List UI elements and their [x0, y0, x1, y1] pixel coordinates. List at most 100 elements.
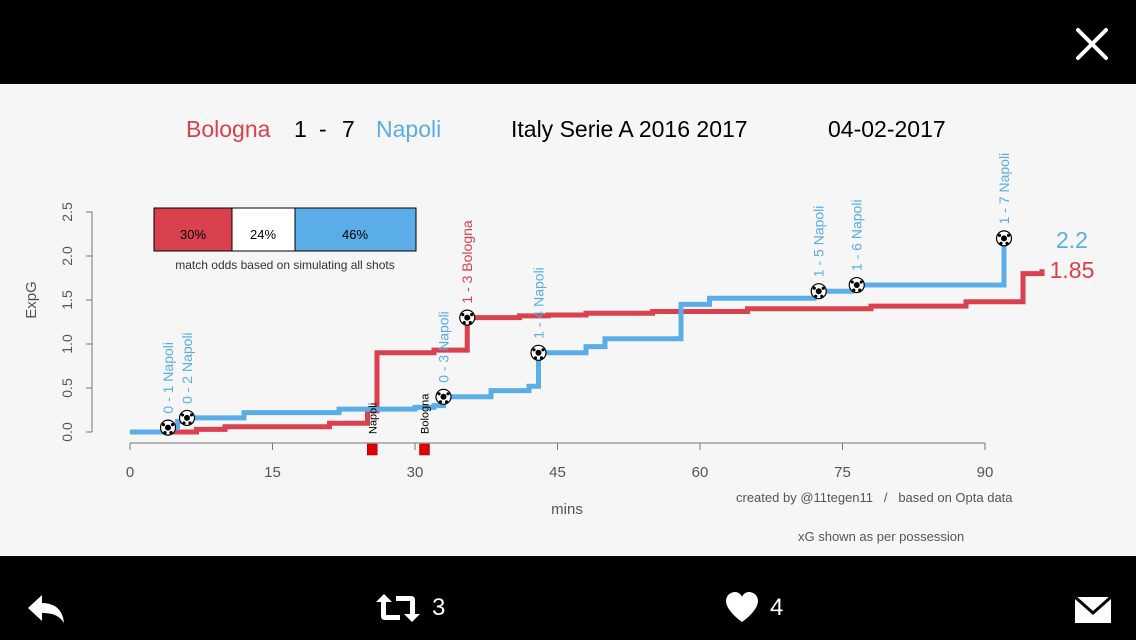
ball-patch — [180, 413, 185, 417]
ball-patch — [853, 282, 860, 289]
retweet-count: 3 — [432, 594, 446, 621]
image-viewer: Bologna 1 - 7 Napoli Italy Serie A 2016 … — [0, 84, 1136, 556]
ball-patch — [188, 421, 192, 425]
y-tick-label: 2.0 — [59, 246, 75, 266]
ball-patch — [997, 233, 1002, 237]
goal-ball-icon — [178, 409, 196, 427]
series-line-bologna — [130, 269, 1045, 435]
title-score-dash: - — [319, 116, 327, 142]
red-card-label: Napoli — [367, 403, 379, 434]
final-xg-napoli: 2.2 — [1056, 227, 1088, 253]
close-button[interactable] — [1068, 20, 1116, 68]
ball-patch — [182, 421, 186, 425]
odds-draw-value: 24% — [250, 227, 276, 242]
goal-label: 1 - 5 Napoli — [811, 206, 827, 278]
ball-patch — [533, 356, 538, 360]
ball-patch — [850, 280, 854, 284]
goal-label: 0 - 1 Napoli — [160, 342, 176, 414]
reply-icon — [28, 595, 64, 623]
ball-patch — [464, 314, 471, 321]
title-date: 04-02-2017 — [828, 116, 946, 142]
direct-message-button[interactable] — [1074, 588, 1112, 628]
retweet-icon — [376, 594, 420, 622]
ball-patch — [820, 294, 824, 298]
ball-patch — [535, 349, 542, 356]
goal-label: 1 - 4 Napoli — [531, 267, 547, 339]
goal-ball-icon — [459, 309, 476, 326]
ball-patch — [184, 414, 190, 421]
red-card-icon — [367, 443, 378, 456]
y-tick-label: 0.5 — [59, 378, 75, 398]
goal-label: 0 - 2 Napoli — [179, 332, 195, 404]
x-tick-label: 60 — [692, 464, 709, 481]
ball-patch — [814, 294, 818, 298]
x-axis-label: mins — [551, 501, 583, 518]
xg-timeline-chart: Bologna 1 - 7 Napoli Italy Serie A 2016 … — [23, 116, 1095, 544]
title-score-away: 7 — [342, 116, 355, 142]
match-odds-bar: 30% 24% 46% match odds based on simulati… — [153, 207, 417, 272]
envelope-icon — [1074, 595, 1112, 623]
title-competition: Italy Serie A 2016 2017 — [511, 116, 748, 142]
like-button[interactable]: 4 — [724, 588, 783, 628]
red-card-markers: Napoli Bologna — [367, 393, 432, 456]
reply-button[interactable] — [26, 588, 66, 628]
ball-patch — [461, 313, 465, 317]
credit-text: created by @11tegen11 / based on Opta da… — [736, 490, 1013, 505]
like-count: 4 — [770, 594, 784, 621]
ball-patch — [163, 431, 167, 435]
odds-draw-segment — [231, 207, 296, 252]
final-xg-bologna: 1.85 — [1050, 257, 1095, 283]
ball-patch — [859, 280, 863, 284]
ball-patch — [858, 288, 862, 292]
goal-label: 1 - 7 Napoli — [996, 153, 1012, 225]
goal-markers: 0 - 1 Napoli 0 - 2 Napoli 0 - 3 Napoli 1 - … — [159, 153, 1013, 436]
ball-patch — [852, 288, 856, 292]
ball-patch — [1005, 241, 1009, 245]
ball-patch — [541, 348, 545, 352]
ball-patch — [438, 400, 443, 404]
goal-ball-icon — [848, 276, 865, 294]
x-tick-label: 30 — [407, 464, 424, 481]
xg-note-text: xG shown as per possession — [798, 529, 964, 544]
ball-patch — [462, 321, 466, 325]
axes: 0.0 0.5 1.0 1.5 2.0 2.5 0 15 30 45 60 75 90 — [59, 202, 993, 481]
goal-label: 0 - 3 Napoli — [436, 311, 452, 383]
goal-ball-icon — [159, 419, 177, 436]
x-tick-label: 75 — [834, 464, 851, 481]
ball-patch — [1006, 233, 1011, 237]
odds-away-segment — [294, 207, 417, 252]
ball-patch — [437, 392, 441, 396]
goal-label: 1 - 3 Bologna — [459, 220, 475, 303]
ball-patch — [812, 286, 816, 290]
odds-home-value: 30% — [180, 227, 206, 242]
title-away-team: Napoli — [376, 116, 441, 142]
ball-patch — [189, 413, 194, 417]
red-card-label: Bologna — [420, 393, 432, 434]
retweet-button[interactable]: 3 — [374, 588, 445, 628]
ball-patch — [165, 424, 171, 431]
ball-patch — [815, 288, 822, 295]
odds-home-segment — [153, 207, 233, 252]
goal-ball-icon — [810, 283, 827, 300]
ball-patch — [532, 348, 536, 352]
x-tick-label: 45 — [549, 464, 566, 481]
goal-ball-icon — [995, 230, 1013, 247]
ball-patch — [446, 392, 450, 396]
y-tick-label: 1.5 — [59, 290, 75, 310]
red-card-icon — [419, 443, 430, 456]
y-tick-label: 2.5 — [59, 202, 75, 222]
close-icon — [1076, 28, 1108, 60]
y-axis-label: ExpG — [23, 281, 40, 319]
ball-patch — [470, 313, 474, 317]
ball-patch — [161, 423, 166, 427]
goal-label: 1 - 6 Napoli — [849, 199, 865, 271]
y-tick-label: 0.0 — [59, 422, 75, 442]
ball-patch — [468, 321, 472, 325]
y-tick-label: 1.0 — [59, 334, 75, 354]
ball-patch — [999, 241, 1003, 245]
odds-caption: match odds based on simulating all shots — [175, 258, 394, 272]
ball-patch — [821, 286, 825, 290]
bottom-action-bar — [0, 556, 1136, 640]
goal-ball-icon — [435, 388, 452, 405]
ball-patch — [539, 356, 544, 360]
